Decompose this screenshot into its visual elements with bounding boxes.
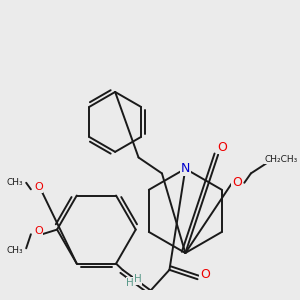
Text: CH₃: CH₃ [7,178,23,187]
Text: O: O [34,182,43,193]
Text: N: N [181,162,190,175]
Text: H: H [134,274,142,284]
Text: H: H [126,278,134,288]
Text: CH₃: CH₃ [7,246,23,255]
Text: O: O [34,226,43,236]
Text: CH₂CH₃: CH₂CH₃ [264,155,298,164]
Text: O: O [217,141,227,154]
Text: O: O [200,268,210,281]
Text: O: O [232,176,242,189]
